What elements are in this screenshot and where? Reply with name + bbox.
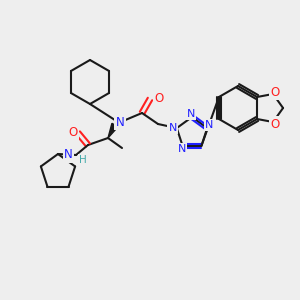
Text: N: N	[187, 109, 195, 119]
Text: N: N	[177, 144, 186, 154]
Text: O: O	[270, 85, 280, 98]
Text: O: O	[154, 92, 163, 106]
Text: N: N	[205, 120, 213, 130]
Text: N: N	[116, 116, 124, 128]
Polygon shape	[108, 123, 118, 138]
Text: N: N	[169, 123, 177, 133]
Text: O: O	[68, 127, 78, 140]
Text: H: H	[79, 155, 87, 165]
Text: N: N	[64, 148, 73, 161]
Text: O: O	[270, 118, 280, 130]
